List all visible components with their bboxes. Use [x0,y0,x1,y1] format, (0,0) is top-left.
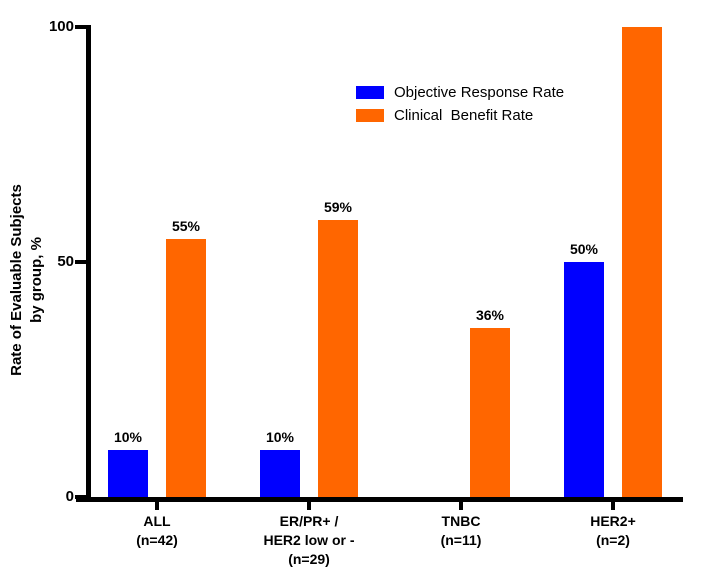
legend-swatch [356,109,384,122]
bar-clinical-benefit-rate [470,327,510,497]
bar-group: 10% 55% [108,27,206,497]
bar-slot: 59% [318,27,358,497]
x-category-label: TNBC (n=11) [440,513,482,548]
bar-group: 10% 59% [260,27,358,497]
x-category-label: ER/PR+ / HER2 low or - (n=29) [263,513,355,567]
x-tick-mark [611,500,615,510]
bar-value-label: 59% [323,198,353,215]
bar-objective-response-rate [564,262,604,497]
bar-slot: 55% [166,27,206,497]
legend-label: Objective Response Rate [394,84,565,101]
legend-swatch [356,86,384,99]
bar-slot: 10% [260,27,300,497]
x-tick-mark [459,500,463,510]
y-tick-label: 0 [65,488,74,505]
x-category-label: ALL (n=42) [136,513,178,548]
bar-value-label: 10% [265,429,295,445]
x-category-label: HER2+ (n=2) [590,513,636,548]
bar-clinical-benefit-rate [318,219,358,497]
bar-group: 50% [564,27,662,497]
bar-value-label: 10% [113,429,143,445]
y-axis-line [86,25,91,502]
legend-label: Clinical Benefit Rate [394,107,534,124]
y-tick-label: 50 [57,253,74,270]
legend-item: Clinical Benefit Rate [356,107,564,124]
y-tick-mark [75,25,87,29]
y-axis-title: Rate of Evaluable Subjects by group, % [8,184,45,376]
legend-item: Objective Response Rate [356,84,565,101]
bar-slot: 36% [470,27,510,497]
bar-value-label: 55% [171,217,201,234]
bar-value-label: 36% [475,306,505,323]
bar-objective-response-rate [108,450,148,497]
bar-objective-response-rate [260,450,300,497]
y-tick-mark [75,260,87,264]
bar-slot: 10% [108,27,148,497]
legend: Objective Response Rate Clinical Benefit … [356,84,565,132]
bar-group: 36% [412,27,510,497]
y-tick-mark [75,495,87,499]
x-tick-mark [155,500,159,510]
bar-value-label: 50% [569,241,599,257]
y-tick-label: 100 [48,18,74,35]
bar-clinical-benefit-rate [622,27,662,497]
bar-slot [622,27,662,497]
bar-clinical-benefit-rate [166,238,206,497]
bar-slot: 50% [564,27,604,497]
x-axis-line [76,497,683,502]
x-tick-mark [307,500,311,510]
plot-area: 10% 55% 10% 59% 36% 50% [91,27,683,497]
